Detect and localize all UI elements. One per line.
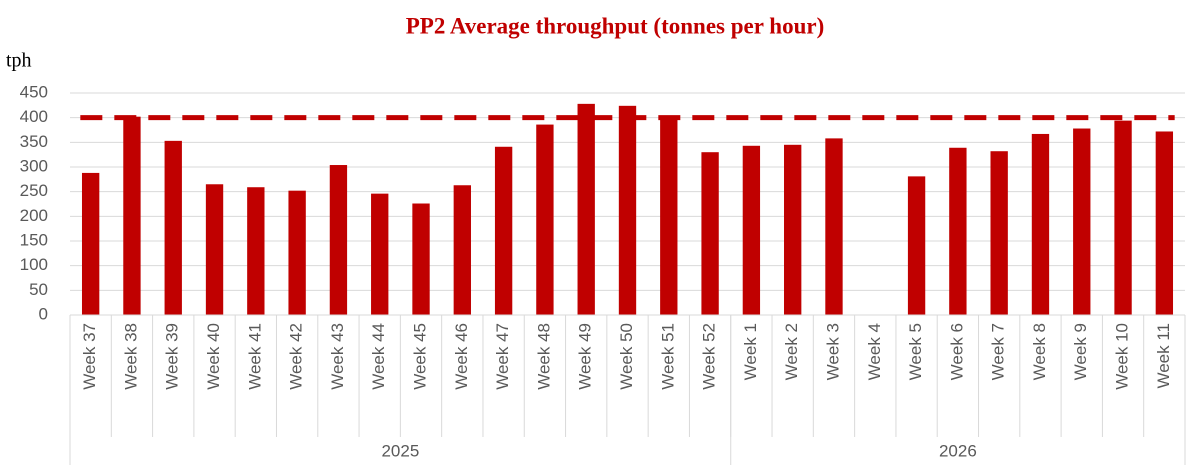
x-tick-label: Week 8 [1030, 323, 1049, 380]
bar [618, 105, 637, 316]
bar [1114, 120, 1132, 315]
y-tick-label: 200 [20, 206, 48, 225]
x-tick-label: Week 9 [1071, 323, 1090, 380]
x-tick-label: Week 7 [989, 323, 1008, 380]
x-tick-label: Week 48 [534, 323, 553, 390]
x-tick-label: Week 47 [493, 323, 512, 390]
x-tick-label: Week 42 [287, 323, 306, 390]
x-tick-label: Week 52 [700, 323, 719, 390]
y-tick-label: 350 [20, 132, 48, 151]
bar [371, 193, 389, 315]
bar [577, 103, 595, 315]
x-tick-label: Week 2 [782, 323, 801, 380]
y-tick-label: 50 [29, 280, 48, 299]
x-tick-label: Week 37 [80, 323, 99, 390]
bar [1031, 133, 1050, 315]
x-tick-label: Week 49 [576, 323, 595, 390]
chart-title: PP2 Average throughput (tonnes per hour) [406, 13, 824, 38]
x-tick-label: Week 46 [452, 323, 471, 390]
bar [949, 147, 967, 315]
x-tick-label: Week 40 [204, 323, 223, 390]
bar [247, 187, 265, 315]
x-tick-label: Week 43 [328, 323, 347, 390]
y-tick-label: 100 [20, 255, 48, 274]
bar [784, 144, 802, 315]
bar [205, 184, 224, 315]
bar [907, 176, 926, 315]
bar [990, 151, 1008, 315]
bar [288, 190, 306, 315]
x-tick-label: Week 1 [741, 323, 760, 380]
y-tick-label: 150 [20, 230, 48, 249]
x-tick-label: Week 11 [1154, 323, 1173, 389]
bar [1073, 128, 1091, 315]
bar [81, 172, 100, 315]
group-label: 2025 [381, 441, 419, 460]
x-tick-label: Week 5 [906, 323, 925, 380]
bar [412, 203, 430, 315]
bar [825, 138, 843, 315]
x-tick-label: Week 10 [1113, 323, 1132, 390]
group-label: 2026 [939, 441, 977, 460]
bar [742, 145, 761, 315]
x-tick-label: Week 6 [947, 323, 966, 380]
y-tick-label: 400 [20, 107, 48, 126]
bar [701, 152, 719, 315]
x-tick-label: Week 50 [617, 323, 636, 390]
bar [660, 116, 678, 316]
bar [123, 116, 141, 316]
y-tick-label: 250 [20, 181, 48, 200]
bar [329, 165, 348, 315]
bar [164, 140, 182, 315]
y-tick-label: 450 [20, 82, 48, 101]
bar [453, 185, 471, 315]
x-tick-label: Week 51 [658, 323, 677, 390]
x-tick-label: Week 38 [121, 323, 140, 390]
bar [1155, 131, 1174, 315]
x-tick-label: Week 3 [823, 323, 842, 380]
bar [494, 146, 513, 315]
y-tick-label: 0 [39, 304, 48, 323]
y-tick-label: 300 [20, 156, 48, 175]
y-axis-label: tph [6, 50, 32, 72]
x-tick-label: Week 44 [369, 323, 388, 390]
x-tick-label: Week 4 [865, 323, 884, 380]
x-tick-label: Week 45 [411, 323, 430, 390]
bar [536, 124, 554, 315]
x-tick-label: Week 39 [163, 323, 182, 390]
x-tick-label: Week 41 [245, 323, 264, 390]
